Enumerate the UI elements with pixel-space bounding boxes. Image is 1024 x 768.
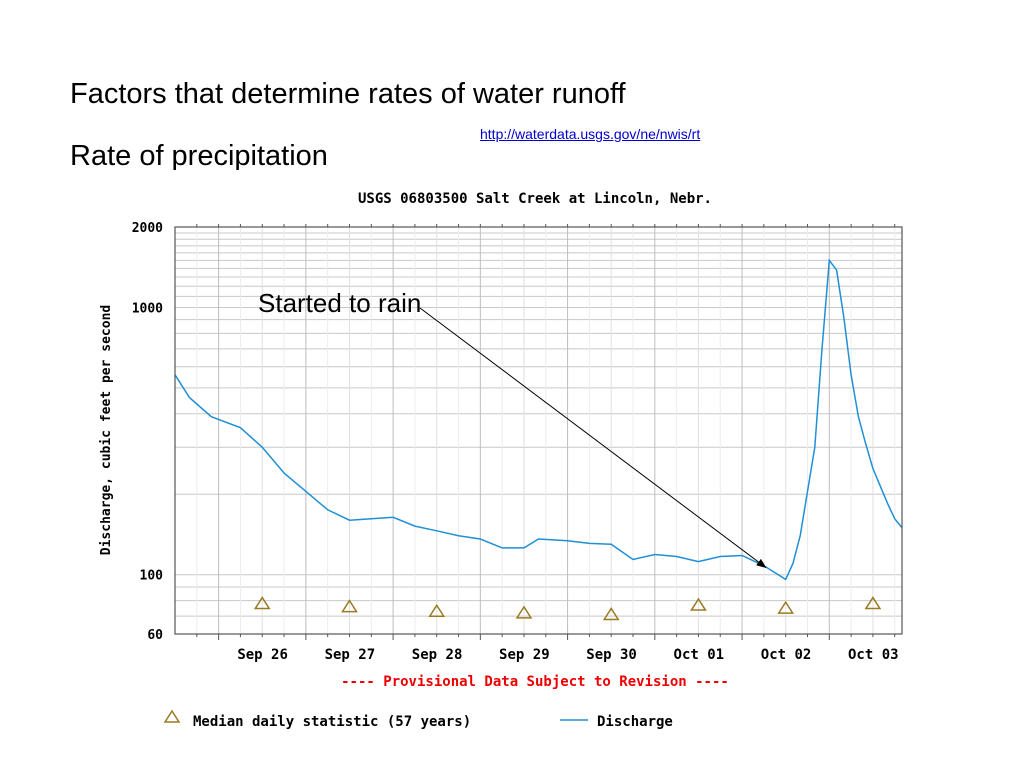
x-tick-label: Oct 01 [674,647,725,663]
x-tick-label: Sep 27 [325,647,376,663]
y-tick-label: 1000 [132,301,163,316]
median-triangle [777,600,795,614]
source-link[interactable]: http://waterdata.usgs.gov/ne/nwis/rt [480,126,701,142]
provisional-notice: ---- Provisional Data Subject to Revisio… [341,674,729,690]
slide-subtitle: Rate of precipitation [70,140,328,170]
annotation-arrow [419,307,767,569]
x-tick-label: Sep 28 [412,647,463,663]
y-tick-label: 2000 [132,221,163,236]
legend-triangle-icon [163,709,181,723]
median-triangle [341,599,358,613]
median-triangle [864,596,882,610]
median-triangle [690,597,707,611]
x-axis-ticks: Sep 26 Sep 27 Sep 28 Sep 29 Sep 30 Oct 01 Oct … [237,647,898,663]
median-triangle [515,605,533,619]
median-triangle [602,607,620,621]
discharge-series-line [174,258,903,581]
x-tick-label: Sep 29 [499,647,550,663]
y-tick-label: 100 [140,569,164,584]
median-markers [253,596,882,621]
chart-title: USGS 06803500 Salt Creek at Lincoln, Neb… [358,191,712,207]
slide-title: Factors that determine rates of water ru… [70,78,626,110]
y-axis-label: Discharge, cubic feet per second [99,305,114,555]
chart-grid [175,224,902,640]
x-tick-label: Sep 30 [586,647,637,663]
legend-label-median: Median daily statistic (57 years) [193,714,471,730]
plot-frame [174,226,903,635]
x-tick-label: Sep 26 [237,647,288,663]
median-triangle [428,603,446,617]
annotation-group: Started to rain [258,288,767,569]
x-tick-label: Oct 03 [848,647,899,663]
legend-label-discharge: Discharge [597,714,673,730]
y-tick-label: 60 [147,628,163,643]
y-axis-ticks: 60 100 1000 2000 [132,221,163,643]
chart-legend: Median daily statistic (57 years) Dischar… [163,709,673,730]
annotation-label: Started to rain [258,288,421,318]
median-triangle [253,596,271,610]
x-tick-label: Oct 02 [761,647,812,663]
